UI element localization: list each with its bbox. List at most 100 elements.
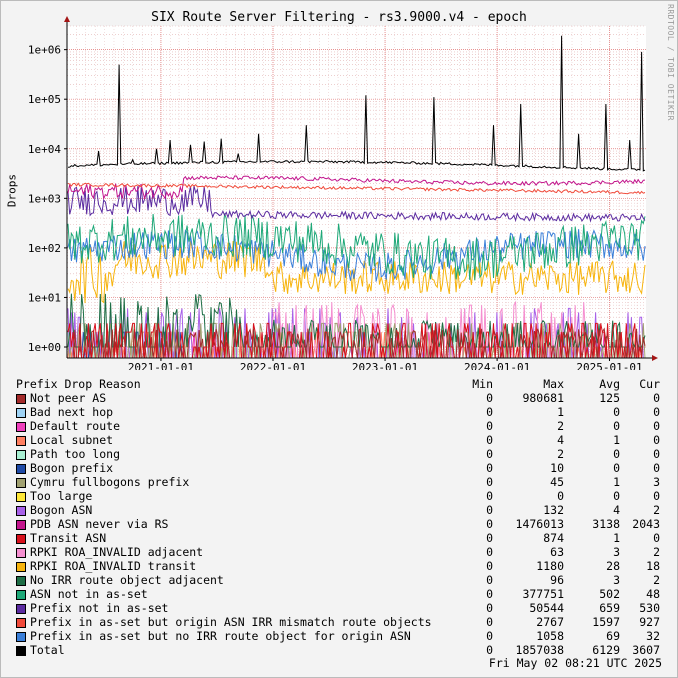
legend-cur: 0	[653, 405, 660, 419]
legend-avg: 0	[613, 461, 620, 475]
legend-avg: 0	[613, 447, 620, 461]
legend-cur: 0	[653, 419, 660, 433]
legend-row: Path too long 0 2 0 0	[16, 447, 666, 461]
legend-avg: 6129	[592, 643, 620, 657]
chart-plot: 1e+00 1e+01 1e+02 1e+03 1e+04 1e+05 1e+06 2021-…	[28, 16, 658, 370]
legend-swatch	[16, 464, 26, 474]
legend-row: PDB ASN never via RS 0 1476013 3138 2043	[16, 517, 666, 531]
legend-swatch	[16, 506, 26, 516]
legend-avg: 4	[613, 503, 620, 517]
legend-min: 0	[486, 433, 493, 447]
legend-row: Prefix in as-set but no IRR route object…	[16, 629, 666, 643]
legend-row: Default route 0 2 0 0	[16, 419, 666, 433]
legend-max: 10	[550, 461, 564, 475]
legend-min: 0	[486, 531, 493, 545]
legend-max: 377751	[522, 587, 564, 601]
legend-max: 0	[557, 489, 564, 503]
legend-max: 132	[543, 503, 564, 517]
legend-cur: 32	[646, 629, 660, 643]
legend-row: Prefix not in as-set 0 50544 659 530	[16, 601, 666, 615]
legend-swatch	[16, 534, 26, 544]
legend-max: 4	[557, 433, 564, 447]
legend-row: Local subnet 0 4 1 0	[16, 433, 666, 447]
legend-cur: 0	[653, 433, 660, 447]
legend-series-name: ASN not in as-set	[30, 587, 148, 601]
legend-header-min: Min	[472, 377, 493, 391]
legend-swatch	[16, 618, 26, 628]
x-tick-label: 2022-01-01	[240, 361, 306, 370]
legend-max: 63	[550, 545, 564, 559]
legend-min: 0	[486, 545, 493, 559]
graph-timestamp: Fri May 02 08:21 UTC 2025	[488, 656, 662, 670]
legend-series-name: Transit ASN	[30, 531, 107, 545]
legend-series-name: Bogon prefix	[30, 461, 114, 475]
legend-min: 0	[486, 643, 493, 657]
legend-max: 1	[557, 405, 564, 419]
legend-row: Not peer AS 0 980681 125 0	[16, 391, 666, 405]
legend-header-row: Prefix Drop Reason Min Max Avg Cur	[16, 377, 666, 391]
series-line-18	[67, 35, 646, 172]
legend-max: 2	[557, 419, 564, 433]
legend-swatch	[16, 492, 26, 502]
y-tick-label: 1e+06	[28, 44, 61, 57]
legend-max: 45	[550, 475, 564, 489]
legend-series-name: PDB ASN never via RS	[30, 517, 169, 531]
legend-series-name: Not peer AS	[30, 391, 107, 405]
y-axis-arrow	[64, 16, 70, 22]
legend-row: ASN not in as-set 0 377751 502 48	[16, 587, 666, 601]
legend-cur: 0	[653, 461, 660, 475]
legend-swatch	[16, 520, 26, 530]
legend-cur: 18	[646, 559, 660, 573]
y-tick-label: 1e+00	[28, 341, 61, 354]
legend-avg: 3	[613, 573, 620, 587]
legend-min: 0	[486, 573, 493, 587]
legend-swatch	[16, 548, 26, 558]
legend-max: 96	[550, 573, 564, 587]
legend-header-name: Prefix Drop Reason	[16, 377, 141, 391]
legend-min: 0	[486, 405, 493, 419]
y-tick-label: 1e+05	[28, 93, 61, 106]
legend-series-name: Path too long	[30, 447, 121, 461]
legend-row: RPKI ROA_INVALID adjacent 0 63 3 2	[16, 545, 666, 559]
legend-cur: 530	[639, 601, 660, 615]
y-tick-label: 1e+04	[28, 143, 61, 156]
legend-series-name: Total	[30, 643, 65, 657]
legend-avg: 3	[613, 545, 620, 559]
series-line-17	[67, 229, 646, 282]
x-tick-label: 2025-01-01	[576, 361, 642, 370]
legend-swatch	[16, 562, 26, 572]
legend-series-name: Bad next hop	[30, 405, 114, 419]
legend-series-name: Cymru fullbogons prefix	[30, 475, 190, 489]
legend-avg: 1	[613, 531, 620, 545]
legend-min: 0	[486, 391, 493, 405]
legend-min: 0	[486, 489, 493, 503]
legend-swatch	[16, 422, 26, 432]
legend-swatch	[16, 478, 26, 488]
legend-row: Bogon prefix 0 10 0 0	[16, 461, 666, 475]
legend-cur: 2043	[632, 517, 660, 531]
series-line-9	[67, 175, 646, 201]
legend-cur: 0	[653, 447, 660, 461]
legend-series-name: Local subnet	[30, 433, 114, 447]
legend-avg: 1	[613, 433, 620, 447]
legend-series-name: Too large	[30, 489, 93, 503]
legend-swatch	[16, 604, 26, 614]
y-tick-label: 1e+02	[28, 242, 61, 255]
legend-cur: 48	[646, 587, 660, 601]
legend-row: RPKI ROA_INVALID transit 0 1180 28 18	[16, 559, 666, 573]
legend-header-cur: Cur	[639, 377, 660, 391]
y-tick-label: 1e+03	[28, 192, 61, 205]
legend-swatch	[16, 646, 26, 656]
legend-min: 0	[486, 601, 493, 615]
legend-series-name: RPKI ROA_INVALID adjacent	[30, 545, 204, 559]
legend-series-name: Default route	[30, 419, 121, 433]
legend-max: 2	[557, 447, 564, 461]
legend-cur: 2	[653, 545, 660, 559]
legend-series-name: Prefix in as-set but origin ASN IRR mism…	[30, 615, 432, 629]
legend-swatch	[16, 436, 26, 446]
legend-min: 0	[486, 629, 493, 643]
legend-min: 0	[486, 615, 493, 629]
legend-series-name: Bogon ASN	[30, 503, 93, 517]
legend-row: Prefix in as-set but origin ASN IRR mism…	[16, 615, 666, 629]
legend-swatch	[16, 394, 26, 404]
